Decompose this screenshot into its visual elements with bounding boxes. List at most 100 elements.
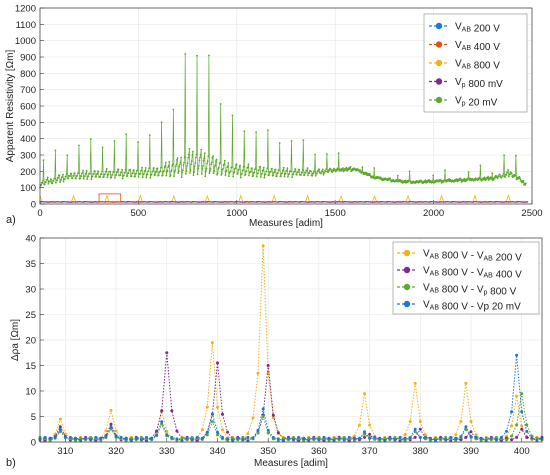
legend-entry-d400-text: VAB 800 V - VAB 400 V	[423, 266, 522, 281]
data-point	[469, 435, 473, 439]
y-tick-label: 400	[20, 134, 36, 145]
x-tick-label: 330	[159, 446, 175, 457]
legend-entry-vab400-marker	[435, 41, 443, 48]
data-point	[210, 341, 214, 345]
data-point	[190, 435, 194, 439]
x-tick-label: 0	[37, 208, 42, 219]
data-point	[129, 436, 133, 440]
legend-entry-d200-text: VAB 800 V - VAB 200 V	[423, 249, 522, 264]
data-point	[489, 436, 493, 440]
legend-entry-vp800-marker	[435, 78, 443, 85]
data-point	[510, 410, 514, 414]
legend-entry-dvp20-text: VAB 800 V - Vp 20 mV	[423, 300, 521, 313]
x-tick-label: 2000	[423, 208, 444, 219]
data-point	[266, 428, 270, 432]
y-tick-label: 40	[25, 234, 36, 245]
data-point	[48, 437, 52, 441]
data-point	[84, 436, 88, 440]
legend-entry-vab800-text: VAB 800 V	[455, 59, 500, 72]
data-point	[342, 435, 346, 439]
data-point	[231, 436, 235, 440]
x-tick-label: 350	[260, 446, 276, 457]
y-tick-label: 200	[20, 167, 36, 178]
data-point	[525, 429, 529, 433]
data-point	[454, 437, 458, 441]
data-point	[261, 244, 265, 248]
data-point	[160, 409, 164, 413]
data-point	[428, 437, 432, 441]
y-tick-label: 25	[25, 310, 36, 321]
legend-entry-dvp800-text: VAB 800 V - Vp 800 V	[423, 283, 517, 298]
data-point	[170, 409, 174, 413]
data-point	[256, 371, 260, 375]
panel-label-b: b)	[6, 457, 16, 469]
x-tick-label: 340	[210, 446, 226, 457]
legend-b: VAB 800 V - VAB 200 V VAB 800 V - VAB 400…	[392, 241, 540, 315]
data-point	[190, 438, 194, 442]
y-tick-label: 700	[20, 85, 36, 96]
legend-entry-d200-marker	[403, 249, 411, 257]
series-line-dvp800	[39, 393, 543, 442]
data-point	[464, 381, 468, 385]
y-tick-label: 300	[20, 151, 36, 162]
y-tick-label: 1100	[16, 20, 36, 31]
data-point	[342, 438, 346, 442]
y-tick-label: 15	[25, 361, 36, 372]
data-point	[205, 430, 209, 434]
y-tick-label: 900	[20, 53, 36, 64]
x-axis-label: Measures [adim]	[249, 218, 323, 229]
y-tick-label: 1200	[15, 4, 36, 15]
y-axis-label: Δρa [Ωm]	[10, 319, 21, 361]
data-point	[271, 413, 275, 417]
axes-frame	[39, 7, 533, 205]
x-tick-label: 360	[311, 446, 327, 457]
x-axis-label: Measures [adim]	[254, 458, 328, 469]
data-point	[89, 438, 93, 442]
data-point	[423, 435, 427, 439]
data-point	[317, 435, 321, 439]
y-tick-label: 800	[20, 69, 36, 80]
y-tick-label: 0	[31, 200, 36, 211]
y-tick-label: 30	[25, 285, 36, 296]
y-tick-label: 100	[20, 183, 36, 194]
x-tick-label: 1500	[325, 208, 346, 219]
data-point	[363, 392, 366, 396]
y-tick-label: 600	[20, 102, 36, 113]
y-tick-label: 5	[31, 412, 36, 423]
data-point	[515, 394, 519, 398]
data-point	[165, 429, 169, 433]
data-point	[292, 435, 295, 439]
legend-entry-vp20-text: Vp 20 mV	[455, 96, 498, 109]
x-tick-label: 400	[514, 446, 530, 457]
data-point	[403, 437, 407, 441]
x-tick-label: 2500	[521, 208, 542, 219]
legend-entry-vab800-marker	[435, 59, 443, 67]
legend-entry-vp20-marker	[435, 96, 443, 104]
y-tick-label: 20	[25, 336, 36, 347]
y-axis-label: Apparent Resistivity [Ωm]	[5, 50, 16, 163]
legend-entry-dvp800-marker	[403, 283, 411, 291]
data-point	[216, 405, 219, 409]
series-line-vp800	[39, 200, 529, 203]
data-point	[221, 412, 224, 416]
legend-entry-vp800-text: Vp 800 mV	[455, 77, 503, 90]
x-tick-label: 500	[130, 208, 146, 219]
data-point	[216, 361, 219, 365]
data-point	[43, 435, 47, 439]
y-tick-label: 500	[20, 118, 36, 129]
y-tick-label: 35	[25, 259, 36, 270]
x-tick-label: 380	[412, 446, 428, 457]
data-point	[520, 410, 524, 414]
data-point	[494, 435, 498, 439]
y-tick-label: 0	[31, 438, 36, 449]
axes-frame	[39, 237, 543, 443]
data-point	[515, 353, 519, 357]
legend-box	[392, 241, 540, 315]
x-tick-label: 310	[57, 446, 73, 457]
data-point	[185, 436, 189, 440]
legend-entry-d400-marker	[403, 266, 411, 274]
legend-entry-dvp20-marker	[403, 300, 411, 308]
data-point	[317, 438, 321, 442]
legend-entry-vab200-text: VAB 200 V	[455, 22, 500, 35]
